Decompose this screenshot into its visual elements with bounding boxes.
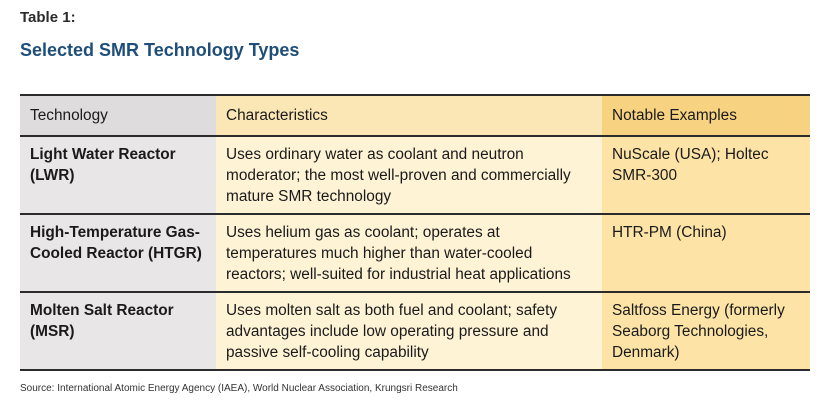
table-number-label: Table 1: (20, 9, 76, 26)
smr-technology-table: Technology Characteristics Notable Examp… (20, 94, 810, 371)
cell-technology: Molten Salt Reactor (MSR) (20, 291, 216, 371)
cell-technology: Light Water Reactor (LWR) (20, 135, 216, 214)
cell-characteristics: Uses ordinary water as coolant and neutr… (216, 135, 602, 214)
table-row: Light Water Reactor (LWR) Uses ordinary … (20, 135, 810, 214)
table-row: Molten Salt Reactor (MSR) Uses molten sa… (20, 291, 810, 371)
column-header-notable-examples: Notable Examples (602, 94, 810, 136)
cell-characteristics: Uses molten salt as both fuel and coolan… (216, 291, 602, 371)
cell-technology: High-Temperature Gas-Cooled Reactor (HTG… (20, 213, 216, 292)
cell-notable-examples: Saltfoss Energy (formerly Seaborg Techno… (602, 291, 810, 371)
cell-notable-examples: NuScale (USA); Holtec SMR-300 (602, 135, 810, 214)
table-row: High-Temperature Gas-Cooled Reactor (HTG… (20, 213, 810, 292)
table-title: Selected SMR Technology Types (20, 40, 300, 60)
source-note: Source: International Atomic Energy Agen… (20, 383, 458, 394)
cell-characteristics: Uses helium gas as coolant; operates at … (216, 213, 602, 292)
column-header-characteristics: Characteristics (216, 94, 602, 136)
table-header-row: Technology Characteristics Notable Examp… (20, 94, 810, 136)
column-header-technology: Technology (20, 94, 216, 136)
cell-notable-examples: HTR-PM (China) (602, 213, 810, 292)
